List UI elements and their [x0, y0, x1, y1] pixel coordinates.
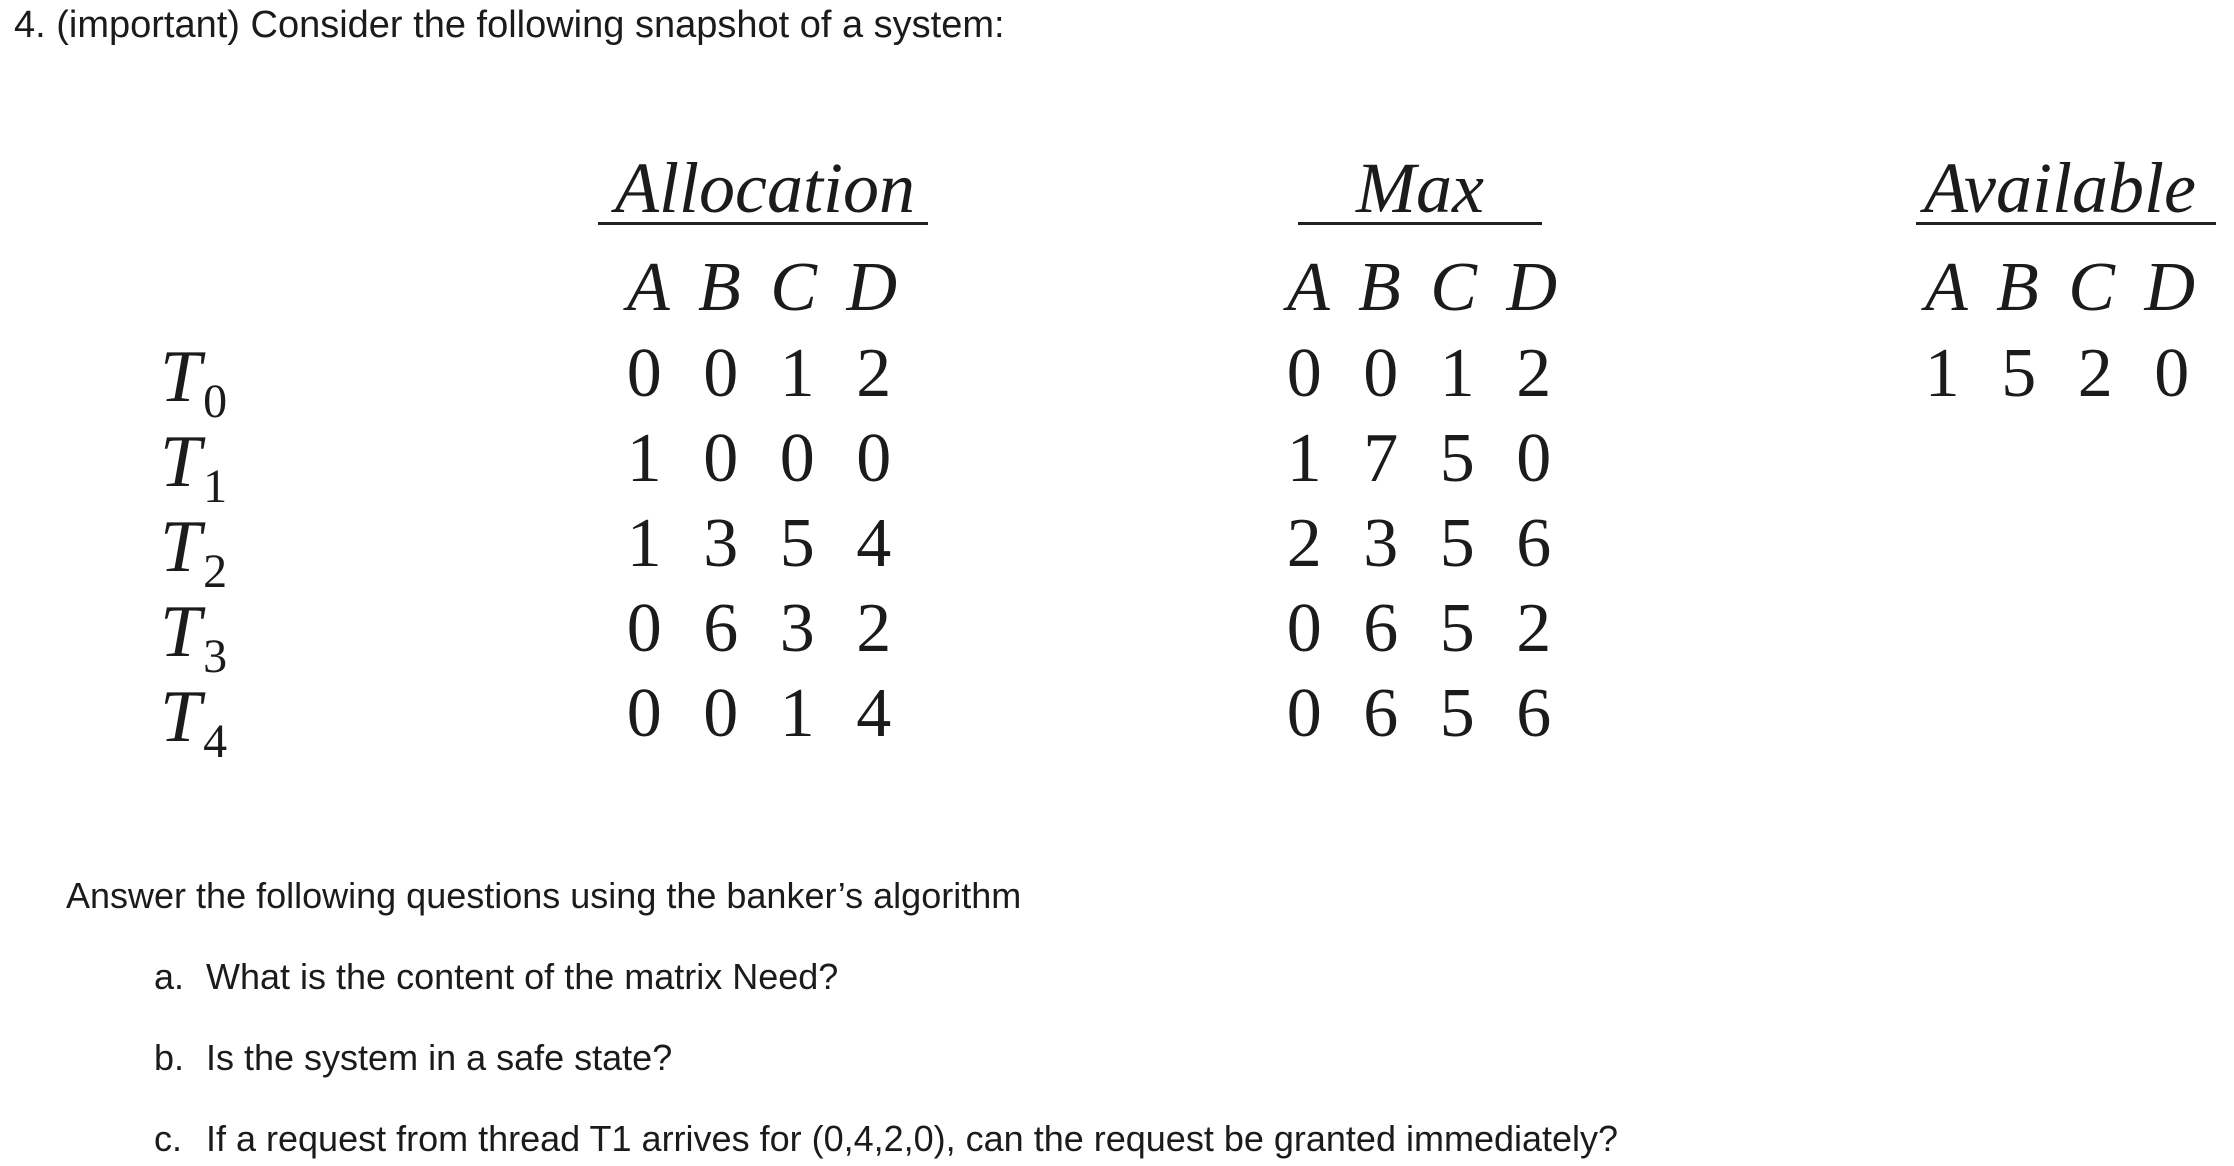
question-heading: 4. (important) Consider the following sn…	[14, 4, 1005, 46]
max-row: 0 6 5 6	[1286, 675, 1564, 752]
thread-label: T0	[160, 336, 228, 428]
allocation-header: Allocation	[615, 148, 915, 228]
question-a: a. What is the content of the matrix Need…	[154, 955, 838, 999]
available-header: Available	[1924, 148, 2196, 228]
max-row: 1 7 5 0	[1286, 420, 1564, 497]
available-resource-letters: A B C D	[1925, 249, 2201, 326]
question-text: What is the content of the matrix Need?	[206, 956, 839, 997]
question-text: Is the system in a safe state?	[206, 1037, 673, 1078]
thread-label: T4	[160, 676, 228, 768]
instructions-text: Answer the following questions using the…	[66, 875, 1022, 916]
max-row: 2 3 5 6	[1286, 505, 1564, 582]
allocation-row: 1 0 0 0	[626, 420, 904, 497]
question-text: If a request from thread T1 arrives for …	[206, 1118, 1619, 1159]
allocation-row: 0 0 1 4	[626, 675, 904, 752]
allocation-row: 1 3 5 4	[626, 505, 904, 582]
allocation-row: 0 0 1 2	[626, 335, 904, 412]
available-underline	[1916, 222, 2216, 225]
question-b: b. Is the system in a safe state?	[154, 1036, 672, 1080]
allocation-row: 0 6 3 2	[626, 590, 904, 667]
question-label: c.	[154, 1118, 183, 1159]
available-row: 1 5 2 0	[1924, 335, 2202, 412]
allocation-resource-letters: A B C D	[627, 249, 903, 326]
question-label: b.	[154, 1037, 185, 1078]
thread-label: T1	[160, 421, 228, 513]
question-label: a.	[154, 956, 185, 997]
question-c: c. If a request from thread T1 arrives fo…	[154, 1117, 1618, 1161]
allocation-underline	[598, 222, 928, 225]
max-row: 0 6 5 2	[1286, 590, 1564, 667]
max-underline	[1298, 222, 1542, 225]
max-resource-letters: A B C D	[1287, 249, 1563, 326]
thread-label: T2	[160, 506, 228, 598]
thread-label: T3	[160, 591, 228, 683]
max-header: Max	[1356, 148, 1484, 228]
max-row: 0 0 1 2	[1286, 335, 1564, 412]
